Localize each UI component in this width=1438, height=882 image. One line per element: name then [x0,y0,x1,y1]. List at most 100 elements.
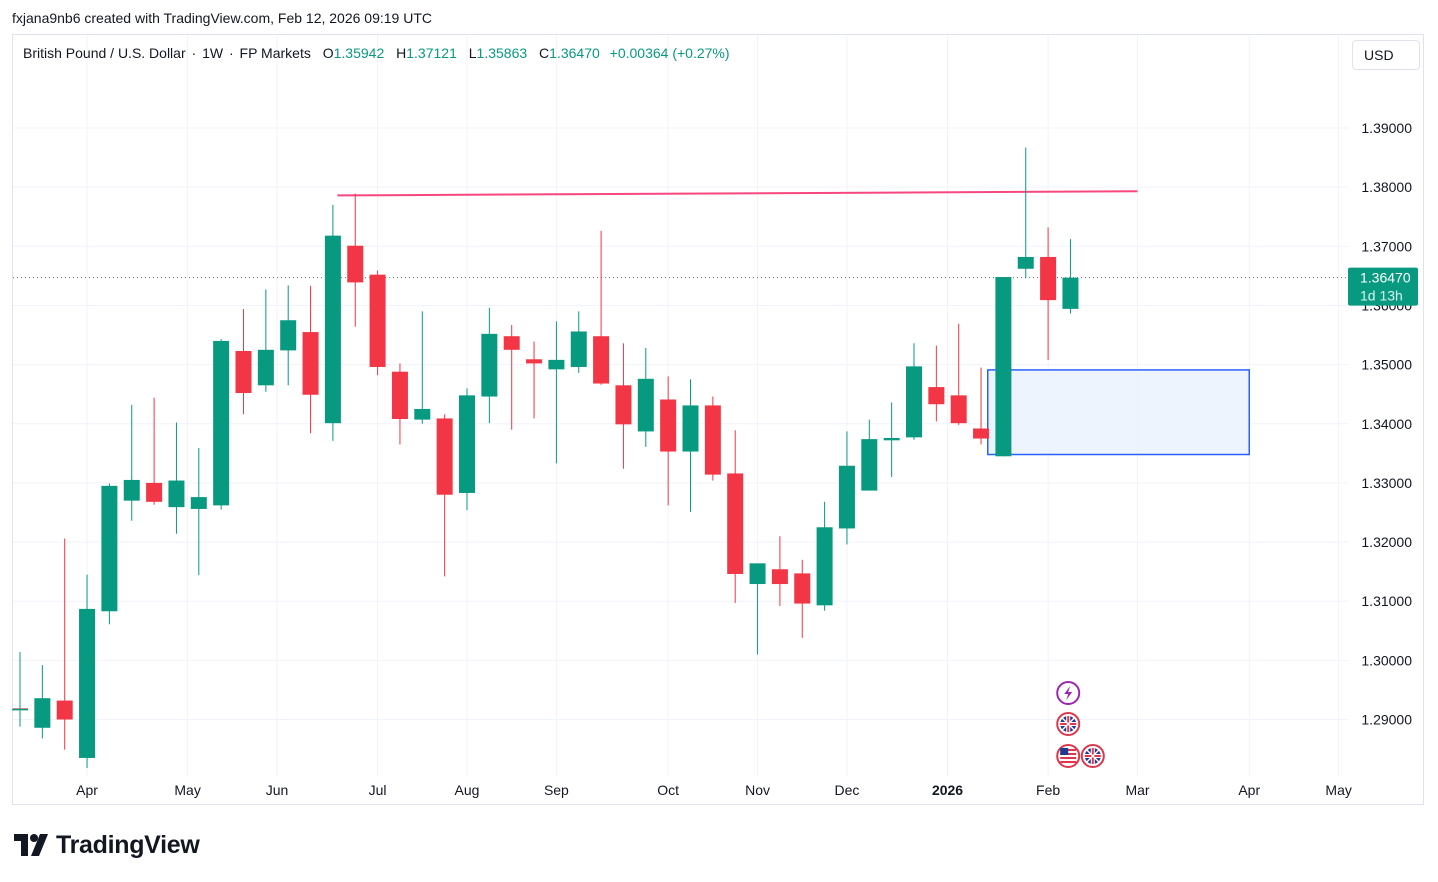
candle-body [34,698,51,728]
us-flag-icon [1056,744,1081,768]
open-value: 1.35942 [333,45,385,61]
candle-bullish [12,652,28,727]
candle-body [280,320,297,351]
candle-bearish [391,363,408,445]
candle-body [660,399,677,452]
candle-body [1017,256,1034,269]
candle-bearish [593,230,610,385]
candle-body [727,473,744,574]
candle-bullish [1062,239,1079,314]
candle-bullish [324,204,341,441]
candle-bullish [1017,147,1034,279]
candle-bullish [682,379,699,512]
candle-bullish [570,311,587,373]
candle-bullish [414,311,431,424]
candle-body [123,479,140,501]
candle-body [906,366,922,438]
candle-bearish [660,376,677,506]
y-tick-label: 1.39000 [1361,120,1412,136]
candle-body [347,245,364,283]
chart-legend: British Pound / U.S. Dollar · 1W · FP Ma… [23,45,730,61]
x-tick-label: Jun [266,782,289,798]
candle-body [481,333,498,397]
candle-bullish [190,448,207,576]
x-tick-label: Oct [657,782,679,798]
candle-bullish [280,285,297,386]
x-tick-label: Apr [1238,782,1260,798]
tradingview-logo[interactable]: TradingView [14,830,200,860]
legend-symbol[interactable]: British Pound / U.S. Dollar [23,45,186,61]
candle-body [682,405,699,452]
candle-bullish [257,289,274,392]
lightning-icon [1056,681,1081,705]
candle-bullish [548,321,565,464]
candle-bearish [727,430,744,603]
candle-body [883,437,900,441]
price-badge-value: 1.36470 [1360,270,1411,286]
event-icons [1056,681,1105,768]
low-label: L [468,45,477,61]
candle-body [12,708,28,711]
candle-body [235,350,252,393]
candle-body [637,378,654,432]
candle-bearish [928,345,945,422]
y-tick-label: 1.35000 [1361,357,1412,373]
x-tick-label: May [1325,782,1351,798]
candle-bullish [213,339,230,510]
candle-body [1062,277,1079,309]
candle-bearish [235,308,252,415]
candle-bearish [950,323,967,425]
legend-broker: FP Markets [239,45,311,61]
candle-bullish [34,665,51,739]
candle-body [771,569,788,585]
candle-body [414,408,431,420]
candle-body [168,480,185,508]
x-tick-label: Mar [1125,782,1149,798]
candle-bearish [704,396,721,481]
price-badge-countdown: 1d 13h [1360,288,1403,304]
resistance-line [337,190,1138,197]
candle-body [794,573,811,604]
x-tick-label: Apr [76,782,98,798]
candle-bearish [973,367,990,445]
candle-body [190,497,207,509]
candle-bearish [146,397,163,505]
candle-bullish [637,348,654,447]
candle-bearish [1040,227,1057,360]
candle-bearish [56,538,73,750]
candle-bullish [481,307,498,424]
candle-body [615,385,632,425]
candle-body [369,274,386,367]
open-label: O [322,45,334,61]
current-price-badge: 1.36470 1d 13h [1348,267,1418,306]
candle-body [56,700,73,720]
tradingview-logo-icon [14,834,48,856]
candle-body [302,332,319,395]
candle-body [324,235,341,424]
high-label: H [396,45,407,61]
change-value: +0.00364 (+0.27%) [609,45,730,61]
x-tick-label: Jul [369,782,387,798]
candle-bullish [79,574,96,769]
tradingview-wordmark: TradingView [56,830,200,859]
y-tick-label: 1.38000 [1361,179,1412,195]
candle-body [503,336,520,350]
y-tick-label: 1.31000 [1361,593,1412,609]
candle-body [1040,256,1057,301]
candle-bearish [615,343,632,469]
candle-body [526,359,543,364]
low-value: 1.35863 [476,45,528,61]
candle-bullish [816,501,833,611]
candle-body [146,482,163,502]
candle-body [704,405,721,475]
x-tick-label: Feb [1036,782,1060,798]
currency-button[interactable]: USD [1352,40,1420,70]
candle-bullish [123,404,140,521]
candle-bullish [861,419,878,491]
x-tick-label: Sep [544,782,569,798]
x-tick-label: Aug [455,782,480,798]
candle-bullish [995,277,1012,457]
legend-interval: 1W [202,45,224,61]
y-tick-label: 1.34000 [1361,416,1412,432]
